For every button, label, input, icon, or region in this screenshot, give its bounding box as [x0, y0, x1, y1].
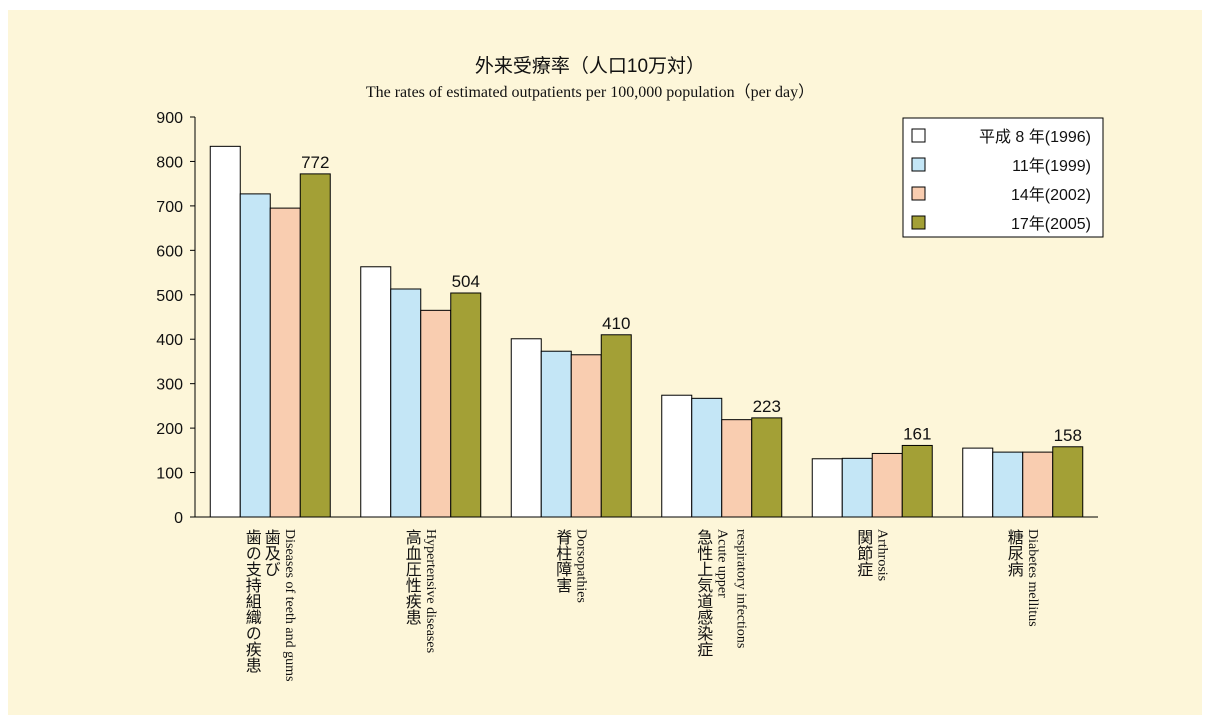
bar: [691, 397, 723, 518]
legend-box: [902, 117, 1104, 238]
bar: [360, 266, 392, 518]
bar: [661, 394, 693, 518]
bar: [540, 350, 572, 518]
legend-swatch: [911, 128, 926, 143]
legend-label: 11年(1999): [1012, 157, 1091, 175]
y-tick-label: 900: [156, 110, 183, 127]
x-tick-label-ja: 高血圧性疾患: [403, 529, 422, 625]
x-tick-label-ja: 糖尿病: [1005, 529, 1024, 578]
y-tick-label: 200: [156, 421, 183, 438]
bar: [299, 173, 331, 518]
bar: [992, 451, 1024, 518]
chart-subtitle: The rates of estimated outpatients per 1…: [366, 83, 814, 101]
data-label: 158: [1054, 426, 1082, 445]
bar: [600, 334, 632, 518]
bar: [1052, 446, 1084, 518]
x-tick-label-en: respiratory infections: [733, 529, 748, 648]
legend-swatch: [911, 186, 926, 201]
data-label: 161: [903, 424, 931, 443]
legend-label: 平成 8 年(1996): [979, 128, 1091, 146]
bar: [570, 354, 602, 518]
data-label: 504: [452, 272, 480, 291]
legend-label: 17年(2005): [1011, 215, 1091, 233]
data-label: 772: [301, 153, 329, 172]
x-tick-label-en: Arthrosis: [874, 529, 889, 581]
bar: [721, 419, 753, 518]
legend-swatch: [911, 215, 926, 230]
bar: [751, 417, 783, 518]
x-tick-label-en: Hypertensive diseases: [423, 529, 438, 653]
x-tick-label-ja: 関節症: [854, 529, 873, 577]
legend-label: 14年(2002): [1011, 186, 1091, 204]
x-tick-label-en: Diseases of teeth and gums: [282, 529, 297, 681]
y-tick-label: 400: [156, 332, 183, 349]
bar: [209, 145, 241, 518]
bar: [962, 447, 994, 518]
bar: [841, 457, 873, 518]
y-tick-label: 700: [156, 199, 183, 216]
x-tick-label-en: Acute upper: [714, 529, 729, 598]
bar: [871, 452, 903, 518]
chart-title: 外来受療率（人口10万対）: [475, 55, 705, 77]
bar: [239, 193, 271, 518]
y-tick-label: 500: [156, 288, 183, 305]
bar: [1022, 451, 1054, 518]
legend-swatch: [911, 157, 926, 172]
bar: [811, 458, 843, 518]
x-tick-label-ja: 脊柱障害: [553, 529, 572, 593]
bar: [420, 309, 452, 518]
bar: [269, 207, 301, 518]
x-tick-label-en: Dorsopathies: [573, 529, 588, 603]
x-tick-label-ja: 歯及び: [262, 529, 281, 577]
y-tick-label: 600: [156, 243, 183, 260]
y-tick-label: 800: [156, 154, 183, 171]
bar: [901, 444, 933, 518]
bar: [450, 292, 482, 518]
y-tick-label: 0: [174, 510, 183, 527]
data-label: 223: [753, 397, 781, 416]
y-tick-label: 100: [156, 466, 183, 483]
bar: [510, 338, 542, 518]
data-label: 410: [602, 314, 630, 333]
x-tick-label-ja: 歯の支持組織の疾患: [243, 529, 262, 673]
x-tick-label-en: Diabetes mellitus: [1025, 529, 1040, 627]
y-tick-label: 300: [156, 377, 183, 394]
x-tick-label-ja: 急性上気道感染症: [694, 529, 713, 657]
bar: [390, 288, 422, 518]
